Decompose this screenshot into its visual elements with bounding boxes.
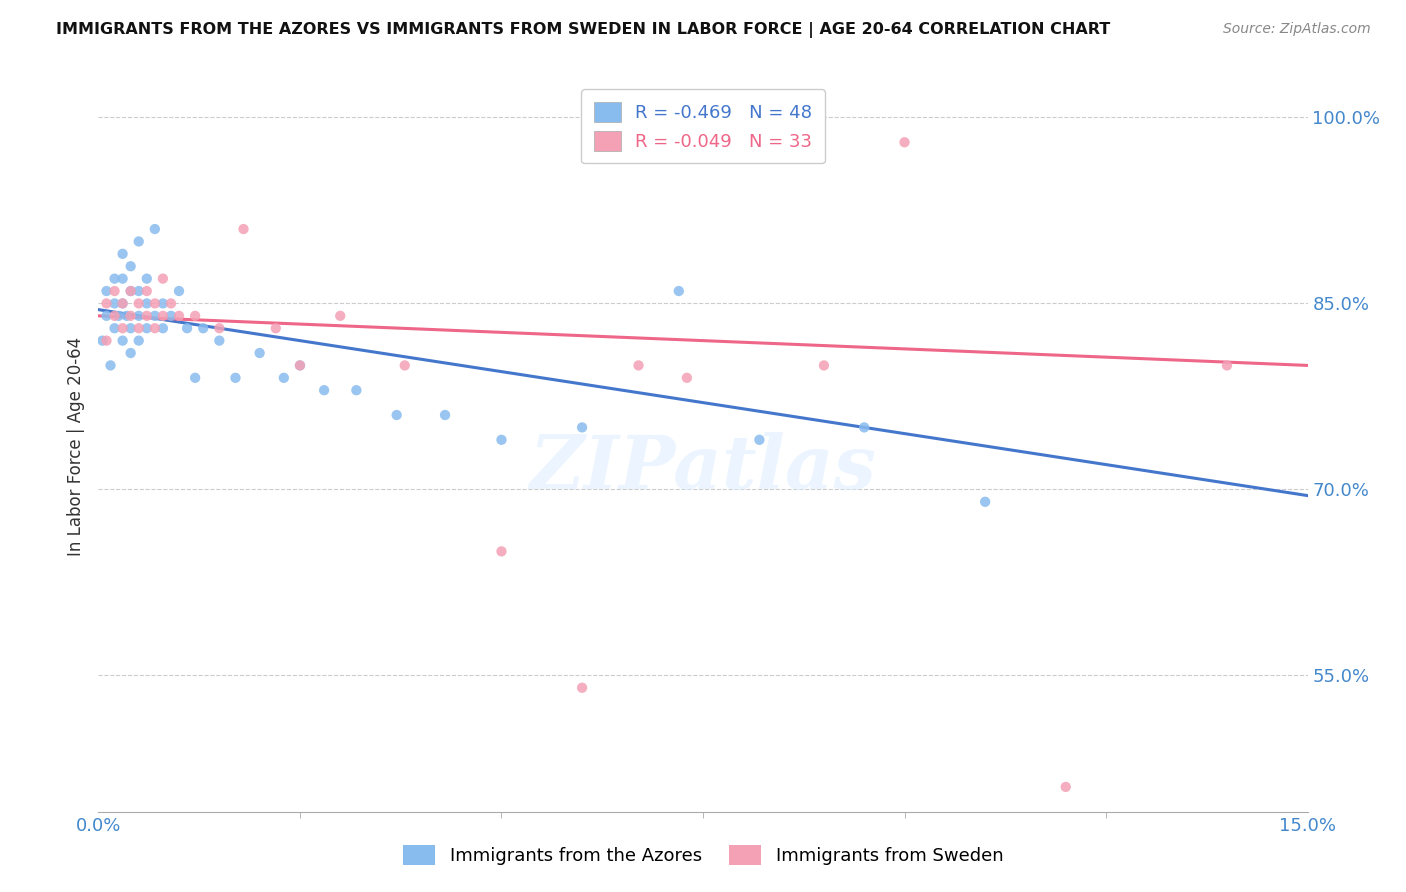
- Point: [893, 135, 915, 149]
- Point: [128, 334, 150, 348]
- Point: [184, 309, 207, 323]
- Point: [143, 309, 166, 323]
- Point: [100, 359, 122, 373]
- Point: [491, 544, 513, 558]
- Point: [111, 334, 134, 348]
- Point: [96, 309, 118, 323]
- Point: [676, 371, 699, 385]
- Point: [135, 296, 157, 310]
- Point: [224, 371, 246, 385]
- Point: [176, 321, 198, 335]
- Point: [974, 495, 997, 509]
- Point: [1216, 359, 1239, 373]
- Point: [288, 359, 311, 373]
- Point: [434, 408, 457, 422]
- Point: [120, 321, 142, 335]
- Point: [111, 247, 134, 261]
- Point: [288, 359, 311, 373]
- Point: [208, 321, 231, 335]
- Point: [627, 359, 650, 373]
- Point: [143, 296, 166, 310]
- Point: [184, 371, 207, 385]
- Point: [167, 284, 190, 298]
- Point: [813, 359, 835, 373]
- Point: [103, 296, 125, 310]
- Point: [120, 284, 142, 298]
- Point: [571, 420, 593, 434]
- Point: [314, 383, 336, 397]
- Legend: Immigrants from the Azores, Immigrants from Sweden: Immigrants from the Azores, Immigrants f…: [394, 836, 1012, 874]
- Point: [128, 296, 150, 310]
- Point: [491, 433, 513, 447]
- Point: [135, 284, 157, 298]
- Point: [232, 222, 254, 236]
- Point: [249, 346, 271, 360]
- Point: [152, 296, 174, 310]
- Point: [120, 346, 142, 360]
- Point: [120, 309, 142, 323]
- Point: [111, 271, 134, 285]
- Point: [394, 359, 416, 373]
- Point: [385, 408, 408, 422]
- Point: [111, 296, 134, 310]
- Text: IMMIGRANTS FROM THE AZORES VS IMMIGRANTS FROM SWEDEN IN LABOR FORCE | AGE 20-64 : IMMIGRANTS FROM THE AZORES VS IMMIGRANTS…: [56, 22, 1111, 38]
- Point: [152, 321, 174, 335]
- Point: [160, 296, 183, 310]
- Point: [152, 309, 174, 323]
- Point: [103, 271, 125, 285]
- Text: Source: ZipAtlas.com: Source: ZipAtlas.com: [1223, 22, 1371, 37]
- Point: [111, 321, 134, 335]
- Legend: R = -0.469   N = 48, R = -0.049   N = 33: R = -0.469 N = 48, R = -0.049 N = 33: [581, 89, 825, 163]
- Point: [344, 383, 367, 397]
- Point: [107, 309, 129, 323]
- Point: [167, 309, 190, 323]
- Point: [1054, 780, 1077, 794]
- Point: [748, 433, 770, 447]
- Point: [135, 271, 157, 285]
- Point: [128, 309, 150, 323]
- Point: [135, 321, 157, 335]
- Point: [135, 309, 157, 323]
- Point: [160, 309, 183, 323]
- Point: [128, 321, 150, 335]
- Point: [96, 296, 118, 310]
- Point: [571, 681, 593, 695]
- Point: [152, 271, 174, 285]
- Point: [96, 334, 118, 348]
- Point: [103, 309, 125, 323]
- Point: [329, 309, 352, 323]
- Point: [143, 222, 166, 236]
- Point: [193, 321, 215, 335]
- Point: [264, 321, 287, 335]
- Text: ZIPatlas: ZIPatlas: [530, 432, 876, 504]
- Point: [96, 284, 118, 298]
- Point: [111, 296, 134, 310]
- Point: [103, 284, 125, 298]
- Point: [208, 334, 231, 348]
- Point: [143, 321, 166, 335]
- Point: [120, 259, 142, 273]
- Point: [103, 321, 125, 335]
- Point: [128, 235, 150, 249]
- Point: [668, 284, 690, 298]
- Point: [273, 371, 295, 385]
- Point: [91, 334, 114, 348]
- Point: [120, 284, 142, 298]
- Point: [128, 284, 150, 298]
- Point: [115, 309, 138, 323]
- Point: [853, 420, 876, 434]
- Y-axis label: In Labor Force | Age 20-64: In Labor Force | Age 20-64: [66, 336, 84, 556]
